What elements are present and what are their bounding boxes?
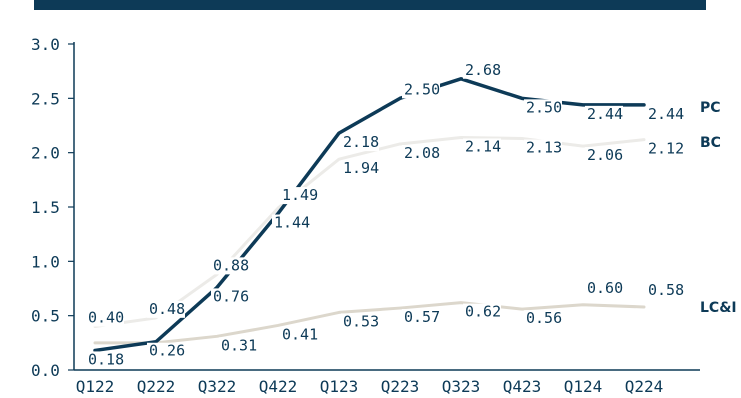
data-label: 2.50 bbox=[404, 80, 440, 98]
data-label-bg bbox=[524, 139, 562, 157]
y-tick-label: 3.0 bbox=[31, 35, 60, 54]
data-label: 2.13 bbox=[526, 139, 562, 157]
data-label: 0.56 bbox=[526, 309, 562, 327]
data-label: 0.58 bbox=[648, 281, 684, 299]
x-tick-label: Q122 bbox=[76, 377, 115, 396]
y-axis: 0.0 0.5 1.0 1.5 2.0 2.5 3.0 bbox=[31, 35, 75, 380]
x-tick-label: Q124 bbox=[564, 377, 603, 396]
data-label-bg bbox=[272, 214, 310, 232]
series-name-label: PC bbox=[700, 100, 721, 116]
data-label: 0.53 bbox=[343, 312, 379, 330]
data-label-bg bbox=[646, 281, 684, 299]
y-tick-label: 2.0 bbox=[31, 144, 60, 163]
data-label-bg bbox=[463, 303, 501, 321]
data-label-bg bbox=[524, 310, 562, 328]
data-label-bg bbox=[402, 144, 440, 162]
data-label-bg bbox=[646, 105, 684, 123]
y-tick-label: 2.5 bbox=[31, 89, 60, 108]
x-tick-label: Q223 bbox=[381, 377, 420, 396]
data-label: 2.18 bbox=[343, 133, 379, 151]
data-label-bg bbox=[211, 257, 249, 275]
x-tick-label: Q422 bbox=[259, 377, 298, 396]
data-label: 0.31 bbox=[221, 336, 257, 354]
data-label-bg bbox=[341, 313, 379, 331]
data-label-bg bbox=[463, 138, 501, 156]
data-label-bg bbox=[280, 326, 318, 344]
data-label: 2.12 bbox=[648, 140, 684, 158]
x-tick-label: Q322 bbox=[198, 377, 237, 396]
y-tick-label: 0.5 bbox=[31, 307, 60, 326]
series-name-label: BC bbox=[700, 135, 721, 151]
data-label: 0.48 bbox=[149, 300, 185, 318]
x-tick-label: Q224 bbox=[625, 377, 664, 396]
data-labels: 0.18 0.26 0.76 1.44 2.18 2.50 2.68 2.50 2.44 2.44… bbox=[86, 61, 684, 369]
series-name-label: LC&I bbox=[700, 300, 737, 316]
data-label: 1.49 bbox=[282, 186, 318, 204]
data-label: 2.44 bbox=[648, 105, 684, 123]
data-label-bg bbox=[147, 300, 185, 318]
data-label: 0.18 bbox=[88, 350, 124, 368]
data-label: 0.41 bbox=[282, 325, 318, 343]
data-label: 0.57 bbox=[404, 308, 440, 326]
y-tick-label: 1.0 bbox=[31, 252, 60, 271]
data-label-bg bbox=[219, 337, 257, 355]
series-line-lc-i bbox=[93, 301, 646, 345]
data-label: 0.40 bbox=[88, 309, 124, 327]
data-label: 2.50 bbox=[526, 98, 562, 116]
y-tick-label: 0.0 bbox=[31, 361, 60, 380]
data-label: 2.68 bbox=[465, 61, 501, 79]
data-label-bg bbox=[585, 279, 623, 297]
data-label-bg bbox=[147, 342, 185, 360]
series-names: PC BC LC&I bbox=[700, 100, 737, 316]
x-axis: Q122 Q222 Q322 Q422 Q123 Q223 Q323 Q423 Q124 Q224 bbox=[74, 369, 700, 396]
data-label: 0.26 bbox=[149, 342, 185, 360]
data-label-bg bbox=[646, 140, 684, 158]
y-tick-label: 1.5 bbox=[31, 198, 60, 217]
data-label-bg bbox=[86, 351, 124, 369]
data-label-bg bbox=[341, 134, 379, 152]
data-label: 1.44 bbox=[274, 214, 310, 232]
data-label-bg bbox=[86, 309, 124, 327]
data-label-bg bbox=[341, 160, 379, 178]
data-label-bg bbox=[524, 99, 562, 117]
data-label-bg bbox=[402, 81, 440, 99]
data-label-bg bbox=[585, 147, 623, 165]
data-label-bg bbox=[585, 105, 623, 123]
x-tick-label: Q323 bbox=[442, 377, 481, 396]
data-label: 0.62 bbox=[465, 303, 501, 321]
x-tick-label: Q423 bbox=[503, 377, 542, 396]
top-accent-bar bbox=[34, 0, 706, 10]
data-label: 2.44 bbox=[587, 105, 623, 123]
data-label: 2.08 bbox=[404, 144, 440, 162]
data-label: 1.94 bbox=[343, 159, 379, 177]
data-label: 2.06 bbox=[587, 146, 623, 164]
data-label-bg bbox=[280, 187, 318, 205]
data-label: 0.76 bbox=[213, 287, 249, 305]
data-label-bg bbox=[211, 288, 249, 306]
x-tick-label: Q123 bbox=[320, 377, 359, 396]
data-label: 0.88 bbox=[213, 256, 249, 274]
data-label: 2.14 bbox=[465, 137, 501, 155]
data-label-bg bbox=[463, 61, 501, 79]
data-label: 0.60 bbox=[587, 279, 623, 297]
x-tick-label: Q222 bbox=[137, 377, 176, 396]
data-label-bg bbox=[402, 309, 440, 327]
